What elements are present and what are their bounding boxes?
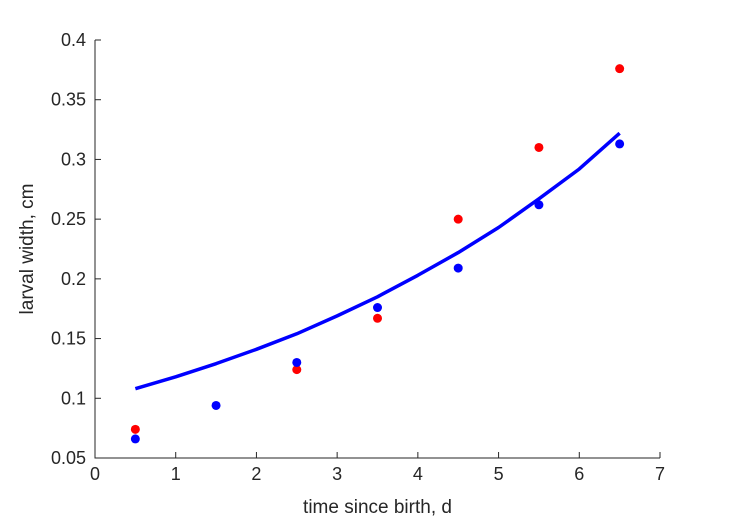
x-axis-ticks: 0 1 2 3 4 5 6 7 bbox=[90, 452, 665, 484]
y-tick-label: 0.35 bbox=[51, 90, 86, 110]
blue-data-point bbox=[534, 200, 544, 210]
y-tick-label: 0.2 bbox=[61, 269, 86, 289]
red-data-point bbox=[534, 142, 544, 152]
y-axis-label: larval width, cm bbox=[17, 184, 38, 315]
x-tick-label: 0 bbox=[90, 464, 100, 484]
x-axis-label: time since birth, d bbox=[303, 497, 452, 518]
red-data-point bbox=[130, 424, 140, 434]
y-tick-label: 0.15 bbox=[51, 329, 86, 349]
blue-data-point bbox=[211, 400, 221, 410]
x-tick-label: 4 bbox=[413, 464, 423, 484]
red-data-point bbox=[615, 64, 625, 74]
red-data-point bbox=[373, 313, 382, 323]
blue-data-point bbox=[373, 303, 382, 313]
y-tick-label: 0.25 bbox=[51, 209, 86, 229]
y-axis-ticks: 0.05 0.1 0.15 0.2 0.25 0.3 0.35 0.4 bbox=[51, 30, 101, 468]
y-tick-label: 0.4 bbox=[61, 30, 86, 50]
red-data-point bbox=[292, 365, 302, 375]
red-data-point bbox=[453, 214, 463, 224]
axes bbox=[94, 40, 660, 459]
x-tick-label: 7 bbox=[655, 464, 665, 484]
blue-data-point bbox=[615, 139, 625, 149]
y-tick-label: 0.1 bbox=[61, 388, 86, 408]
blue-data-point bbox=[453, 263, 463, 273]
x-tick-label: 5 bbox=[494, 464, 504, 484]
x-tick-label: 6 bbox=[574, 464, 584, 484]
fit-curve bbox=[134, 131, 621, 391]
axes-frame bbox=[94, 40, 660, 459]
y-tick-label: 0.3 bbox=[61, 149, 86, 169]
x-tick-label: 1 bbox=[171, 464, 181, 484]
x-tick-label: 2 bbox=[251, 464, 261, 484]
x-tick-label: 3 bbox=[332, 464, 342, 484]
y-tick-label: 0.05 bbox=[51, 448, 86, 468]
series bbox=[130, 64, 625, 444]
blue-data-point bbox=[292, 357, 302, 367]
blue-data-point bbox=[130, 434, 140, 444]
